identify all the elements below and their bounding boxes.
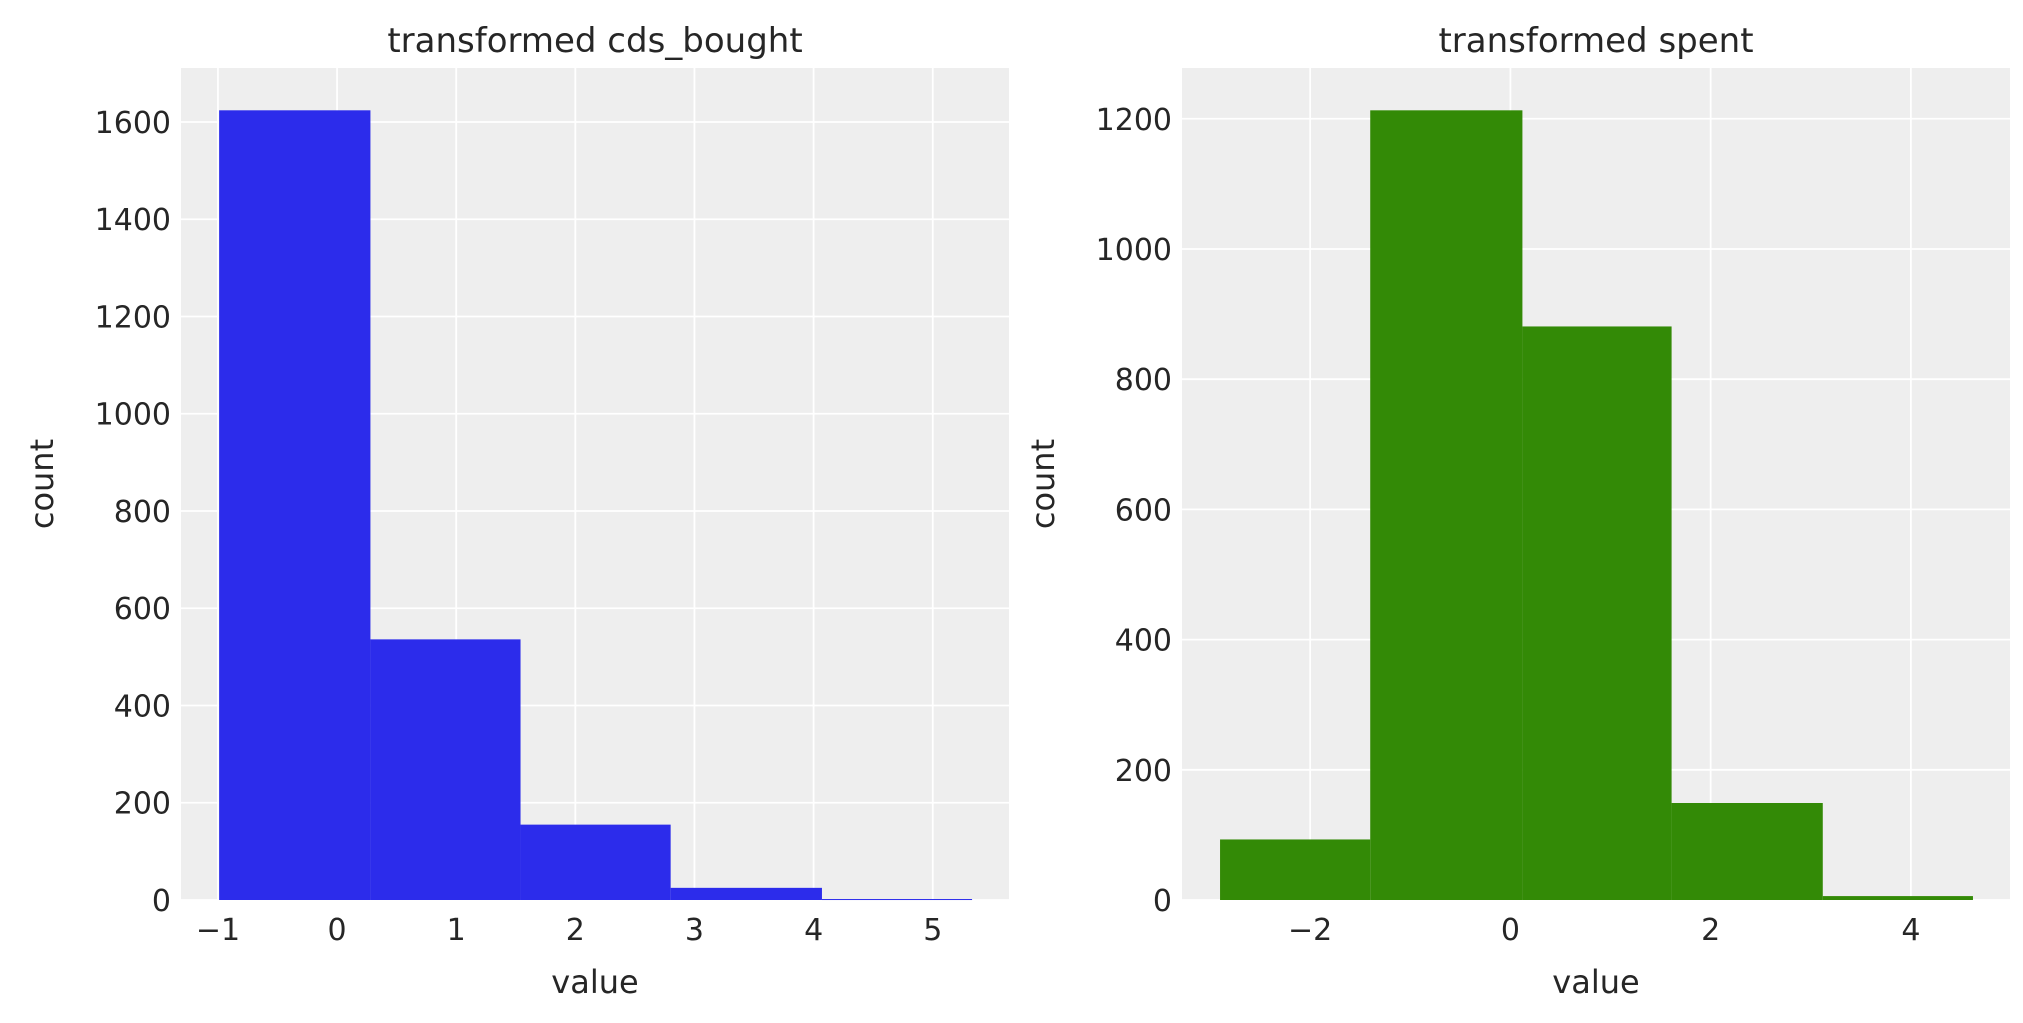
subplot-title: transformed cds_bought <box>387 21 802 61</box>
y-tick-label: 0 <box>1153 884 1172 919</box>
histogram-bar <box>1220 839 1371 900</box>
y-tick-label: 1200 <box>95 300 171 335</box>
x-axis-label: value <box>551 963 638 1001</box>
y-tick-label: 1400 <box>95 203 171 238</box>
histogram-bar <box>1822 896 1973 900</box>
y-tick-label: 800 <box>114 495 171 530</box>
y-tick-label: 1600 <box>95 106 171 141</box>
y-tick-label: 0 <box>152 884 171 919</box>
x-tick-label: 4 <box>1901 913 1920 948</box>
subplot-1: −1 0 1 2 3 4 5 0 200 400 600 800 1000 1200 1400 1600 tra… <box>23 21 1009 1001</box>
y-tick-label: 1000 <box>95 398 171 433</box>
x-tick-label: 3 <box>685 913 704 948</box>
x-tick-label: 5 <box>923 913 942 948</box>
x-tick-label: 0 <box>1501 913 1520 948</box>
y-tick-label: 200 <box>1115 754 1172 789</box>
x-axis-label: value <box>1552 963 1639 1001</box>
histogram-bar <box>1522 326 1672 900</box>
x-tick-label: −1 <box>196 913 240 948</box>
subplot-title: transformed spent <box>1438 21 1753 61</box>
y-tick-label: 1000 <box>1096 233 1172 268</box>
y-tick-label: 400 <box>1115 624 1172 659</box>
histogram-bar <box>219 110 371 901</box>
histogram-bar <box>1671 802 1823 900</box>
x-tick-label: 2 <box>1701 913 1720 948</box>
y-tick-label: 600 <box>114 592 171 627</box>
histogram-bar <box>370 639 521 900</box>
y-axis-label: count <box>1024 439 1062 529</box>
x-tick-label: 2 <box>566 913 585 948</box>
y-tick-label: 1200 <box>1096 103 1172 138</box>
x-tick-label: 4 <box>804 913 823 948</box>
histogram-bar <box>520 824 671 900</box>
histogram-bar <box>670 887 822 900</box>
y-tick-label: 800 <box>1115 363 1172 398</box>
y-tick-label: 600 <box>1115 493 1172 528</box>
subplot-2: −2 0 2 4 0 200 400 600 800 1000 1200 transformed sp… <box>1024 21 2010 1001</box>
histogram-bar <box>1370 110 1523 901</box>
histogram-bar <box>821 899 973 901</box>
y-axis-label: count <box>23 439 61 529</box>
y-tick-label: 200 <box>114 787 171 822</box>
x-tick-label: −2 <box>1288 913 1332 948</box>
x-tick-label: 1 <box>447 913 466 948</box>
x-tick-label: 0 <box>328 913 347 948</box>
y-tick-label: 400 <box>114 689 171 724</box>
